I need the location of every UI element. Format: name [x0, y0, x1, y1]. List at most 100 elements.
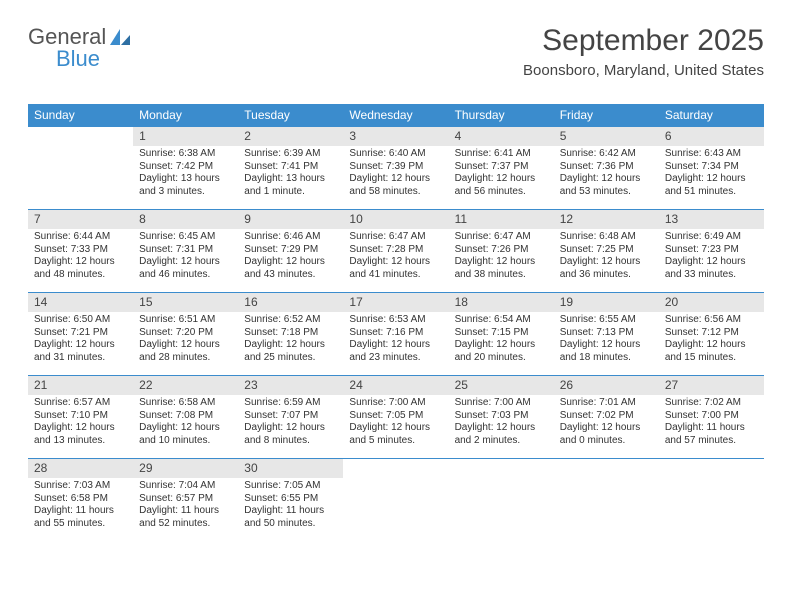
day-cell: 28Sunrise: 7:03 AMSunset: 6:58 PMDayligh… [28, 459, 133, 541]
location: Boonsboro, Maryland, United States [523, 62, 764, 79]
day-cell: 23Sunrise: 6:59 AMSunset: 7:07 PMDayligh… [238, 376, 343, 458]
week-row: 14Sunrise: 6:50 AMSunset: 7:21 PMDayligh… [28, 292, 764, 375]
empty-cell: . [554, 459, 659, 541]
day-number: 17 [343, 293, 448, 312]
day-info: Sunrise: 6:58 AMSunset: 7:08 PMDaylight:… [133, 395, 238, 451]
day-cell: 19Sunrise: 6:55 AMSunset: 7:13 PMDayligh… [554, 293, 659, 375]
day-number: 27 [659, 376, 764, 395]
week-row: 21Sunrise: 6:57 AMSunset: 7:10 PMDayligh… [28, 375, 764, 458]
day-info: Sunrise: 6:48 AMSunset: 7:25 PMDaylight:… [554, 229, 659, 285]
weekday-label: Friday [554, 104, 659, 126]
day-cell: 13Sunrise: 6:49 AMSunset: 7:23 PMDayligh… [659, 210, 764, 292]
day-info: Sunrise: 6:41 AMSunset: 7:37 PMDaylight:… [449, 146, 554, 202]
day-info: Sunrise: 6:56 AMSunset: 7:12 PMDaylight:… [659, 312, 764, 368]
day-number: 30 [238, 459, 343, 478]
day-info: Sunrise: 6:40 AMSunset: 7:39 PMDaylight:… [343, 146, 448, 202]
day-info: Sunrise: 7:01 AMSunset: 7:02 PMDaylight:… [554, 395, 659, 451]
day-number: 6 [659, 127, 764, 146]
weekday-label: Thursday [449, 104, 554, 126]
day-cell: 3Sunrise: 6:40 AMSunset: 7:39 PMDaylight… [343, 127, 448, 209]
day-info: Sunrise: 6:43 AMSunset: 7:34 PMDaylight:… [659, 146, 764, 202]
day-info: Sunrise: 7:00 AMSunset: 7:05 PMDaylight:… [343, 395, 448, 451]
day-number: 13 [659, 210, 764, 229]
day-number: 18 [449, 293, 554, 312]
empty-cell: . [343, 459, 448, 541]
day-number: 25 [449, 376, 554, 395]
day-cell: 4Sunrise: 6:41 AMSunset: 7:37 PMDaylight… [449, 127, 554, 209]
weekday-label: Sunday [28, 104, 133, 126]
day-cell: 5Sunrise: 6:42 AMSunset: 7:36 PMDaylight… [554, 127, 659, 209]
day-info: Sunrise: 7:04 AMSunset: 6:57 PMDaylight:… [133, 478, 238, 534]
day-info: Sunrise: 7:05 AMSunset: 6:55 PMDaylight:… [238, 478, 343, 534]
day-cell: 26Sunrise: 7:01 AMSunset: 7:02 PMDayligh… [554, 376, 659, 458]
weekday-label: Monday [133, 104, 238, 126]
day-cell: 22Sunrise: 6:58 AMSunset: 7:08 PMDayligh… [133, 376, 238, 458]
calendar: SundayMondayTuesdayWednesdayThursdayFrid… [28, 104, 764, 541]
day-cell: 16Sunrise: 6:52 AMSunset: 7:18 PMDayligh… [238, 293, 343, 375]
day-number: 29 [133, 459, 238, 478]
day-cell: 27Sunrise: 7:02 AMSunset: 7:00 PMDayligh… [659, 376, 764, 458]
day-cell: 30Sunrise: 7:05 AMSunset: 6:55 PMDayligh… [238, 459, 343, 541]
day-number: 19 [554, 293, 659, 312]
weekday-header: SundayMondayTuesdayWednesdayThursdayFrid… [28, 104, 764, 126]
day-number: 28 [28, 459, 133, 478]
day-cell: 7Sunrise: 6:44 AMSunset: 7:33 PMDaylight… [28, 210, 133, 292]
day-number: 4 [449, 127, 554, 146]
day-info: Sunrise: 6:38 AMSunset: 7:42 PMDaylight:… [133, 146, 238, 202]
day-cell: 12Sunrise: 6:48 AMSunset: 7:25 PMDayligh… [554, 210, 659, 292]
day-info: Sunrise: 6:57 AMSunset: 7:10 PMDaylight:… [28, 395, 133, 451]
day-info: Sunrise: 6:54 AMSunset: 7:15 PMDaylight:… [449, 312, 554, 368]
day-info: Sunrise: 6:39 AMSunset: 7:41 PMDaylight:… [238, 146, 343, 202]
day-cell: 9Sunrise: 6:46 AMSunset: 7:29 PMDaylight… [238, 210, 343, 292]
day-info: Sunrise: 6:49 AMSunset: 7:23 PMDaylight:… [659, 229, 764, 285]
day-info: Sunrise: 6:44 AMSunset: 7:33 PMDaylight:… [28, 229, 133, 285]
day-info: Sunrise: 6:51 AMSunset: 7:20 PMDaylight:… [133, 312, 238, 368]
day-info: Sunrise: 7:02 AMSunset: 7:00 PMDaylight:… [659, 395, 764, 451]
empty-cell: . [28, 127, 133, 209]
day-cell: 20Sunrise: 6:56 AMSunset: 7:12 PMDayligh… [659, 293, 764, 375]
day-number: 9 [238, 210, 343, 229]
brand-part2: Blue [56, 46, 100, 72]
week-row: .1Sunrise: 6:38 AMSunset: 7:42 PMDayligh… [28, 126, 764, 209]
day-info: Sunrise: 6:59 AMSunset: 7:07 PMDaylight:… [238, 395, 343, 451]
day-number: 2 [238, 127, 343, 146]
day-number: 8 [133, 210, 238, 229]
sail-icon [108, 27, 132, 47]
weekday-label: Tuesday [238, 104, 343, 126]
day-number: 16 [238, 293, 343, 312]
day-number: 11 [449, 210, 554, 229]
day-info: Sunrise: 6:45 AMSunset: 7:31 PMDaylight:… [133, 229, 238, 285]
week-row: 28Sunrise: 7:03 AMSunset: 6:58 PMDayligh… [28, 458, 764, 541]
day-number: 5 [554, 127, 659, 146]
day-info: Sunrise: 6:53 AMSunset: 7:16 PMDaylight:… [343, 312, 448, 368]
day-info: Sunrise: 6:47 AMSunset: 7:28 PMDaylight:… [343, 229, 448, 285]
day-cell: 2Sunrise: 6:39 AMSunset: 7:41 PMDaylight… [238, 127, 343, 209]
day-cell: 14Sunrise: 6:50 AMSunset: 7:21 PMDayligh… [28, 293, 133, 375]
day-info: Sunrise: 6:46 AMSunset: 7:29 PMDaylight:… [238, 229, 343, 285]
day-cell: 8Sunrise: 6:45 AMSunset: 7:31 PMDaylight… [133, 210, 238, 292]
day-info: Sunrise: 6:50 AMSunset: 7:21 PMDaylight:… [28, 312, 133, 368]
day-cell: 6Sunrise: 6:43 AMSunset: 7:34 PMDaylight… [659, 127, 764, 209]
day-number: 23 [238, 376, 343, 395]
day-number: 20 [659, 293, 764, 312]
day-number: 22 [133, 376, 238, 395]
weekday-label: Saturday [659, 104, 764, 126]
day-number: 3 [343, 127, 448, 146]
day-number: 10 [343, 210, 448, 229]
month-title: September 2025 [523, 24, 764, 58]
week-row: 7Sunrise: 6:44 AMSunset: 7:33 PMDaylight… [28, 209, 764, 292]
day-cell: 11Sunrise: 6:47 AMSunset: 7:26 PMDayligh… [449, 210, 554, 292]
weeks-container: .1Sunrise: 6:38 AMSunset: 7:42 PMDayligh… [28, 126, 764, 541]
day-number: 14 [28, 293, 133, 312]
day-info: Sunrise: 6:42 AMSunset: 7:36 PMDaylight:… [554, 146, 659, 202]
day-number: 21 [28, 376, 133, 395]
title-block: September 2025 Boonsboro, Maryland, Unit… [523, 24, 764, 79]
day-info: Sunrise: 6:47 AMSunset: 7:26 PMDaylight:… [449, 229, 554, 285]
day-cell: 24Sunrise: 7:00 AMSunset: 7:05 PMDayligh… [343, 376, 448, 458]
day-number: 7 [28, 210, 133, 229]
day-number: 26 [554, 376, 659, 395]
day-cell: 21Sunrise: 6:57 AMSunset: 7:10 PMDayligh… [28, 376, 133, 458]
weekday-label: Wednesday [343, 104, 448, 126]
day-cell: 15Sunrise: 6:51 AMSunset: 7:20 PMDayligh… [133, 293, 238, 375]
day-info: Sunrise: 7:03 AMSunset: 6:58 PMDaylight:… [28, 478, 133, 534]
